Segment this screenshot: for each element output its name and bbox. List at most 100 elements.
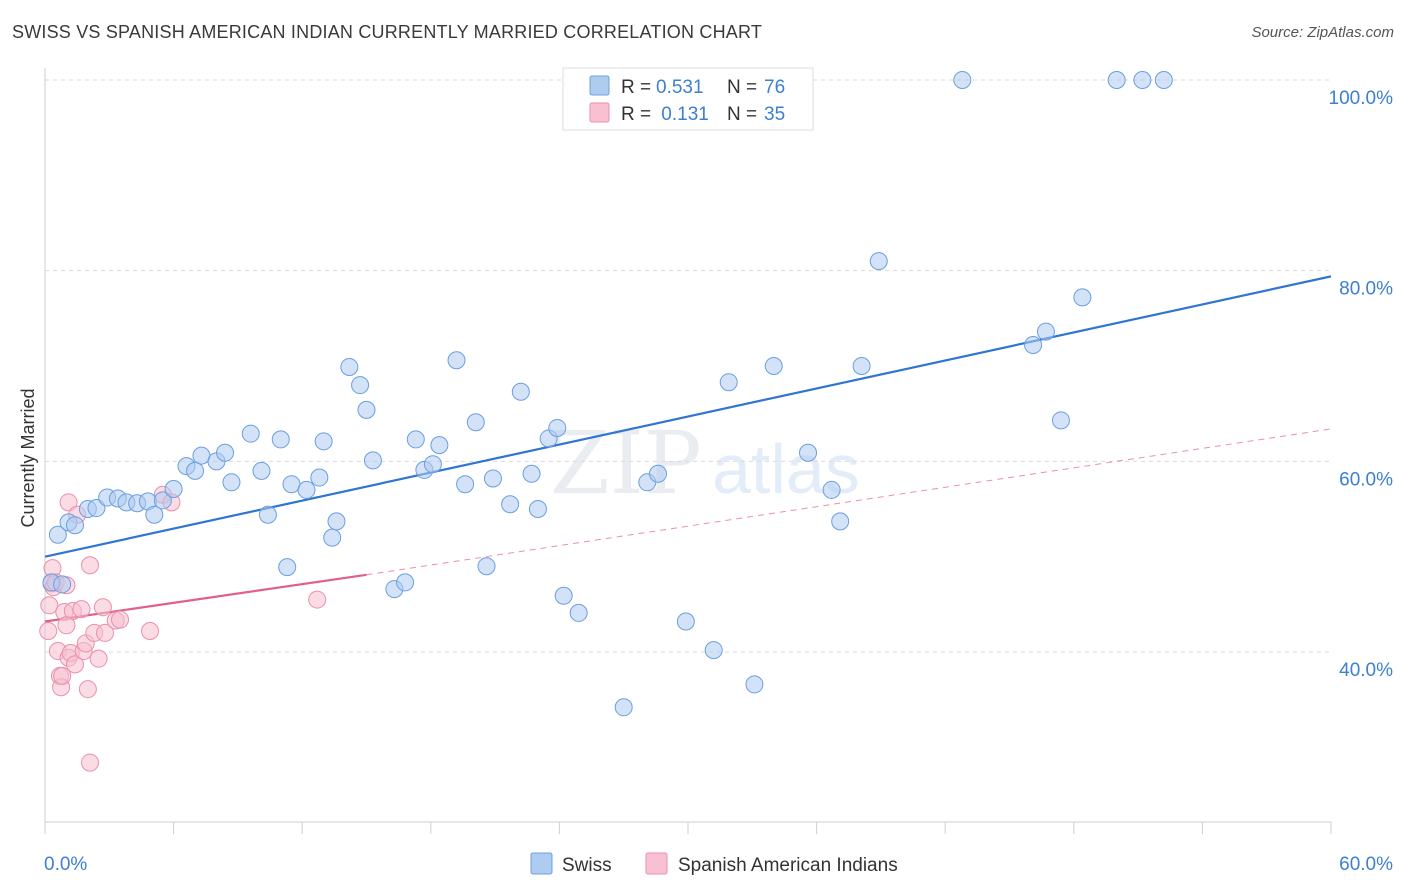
legend-n-label-swiss: N = bbox=[727, 77, 757, 98]
swiss-point bbox=[831, 512, 850, 531]
sai-point bbox=[57, 616, 76, 635]
y-tick-label-80: 80.0% bbox=[1339, 279, 1393, 300]
swiss-point bbox=[48, 525, 67, 544]
swiss-point bbox=[614, 698, 633, 717]
legend-r-value-sai: 0.131 bbox=[656, 104, 709, 125]
swiss-point bbox=[66, 516, 85, 535]
swiss-point bbox=[1133, 71, 1152, 89]
swiss-point bbox=[822, 480, 841, 499]
swiss-point bbox=[164, 479, 183, 498]
swiss-point bbox=[145, 505, 164, 524]
bottom-legend-swatch-swiss bbox=[530, 852, 553, 875]
swiss-point bbox=[406, 430, 425, 449]
sai-point bbox=[53, 666, 72, 685]
swiss-point bbox=[852, 357, 871, 375]
chart-title: SWISS VS SPANISH AMERICAN INDIAN CURRENT… bbox=[12, 22, 763, 42]
sai-point bbox=[40, 596, 59, 615]
swiss-point bbox=[192, 446, 211, 465]
swiss-point bbox=[357, 400, 376, 419]
swiss-point bbox=[153, 491, 172, 510]
swiss-point bbox=[719, 373, 738, 392]
swiss-point bbox=[258, 505, 277, 524]
swiss-point bbox=[216, 443, 235, 462]
y-tick-label-40: 40.0% bbox=[1339, 660, 1393, 681]
grid-lines bbox=[45, 79, 1331, 653]
sai-point bbox=[78, 680, 97, 699]
y-tick-label-100: 100.0% bbox=[1329, 88, 1394, 109]
swiss-point bbox=[310, 468, 329, 487]
swiss-point bbox=[340, 357, 359, 376]
swiss-point bbox=[323, 528, 342, 547]
bottom-legend-swatch-sai bbox=[645, 852, 668, 875]
axes bbox=[44, 68, 1332, 834]
swiss-point bbox=[271, 430, 290, 449]
swiss-point bbox=[396, 573, 415, 592]
swiss-point bbox=[548, 418, 567, 437]
swiss-point bbox=[327, 512, 346, 531]
x-tick-label-max: 60.0% bbox=[1339, 854, 1393, 875]
swiss-point bbox=[477, 557, 496, 576]
legend: R = 0.531 N = 76 R = 0.131 N = 35 bbox=[562, 67, 814, 131]
swiss-point bbox=[466, 413, 485, 432]
y-tick-label-60: 60.0% bbox=[1339, 469, 1393, 490]
bottom-legend-swiss: Swiss bbox=[562, 855, 612, 876]
swiss-point bbox=[745, 675, 764, 694]
swiss-point bbox=[869, 252, 888, 271]
trend-line-sai-extended bbox=[366, 428, 1332, 576]
legend-n-value-swiss: 76 bbox=[764, 77, 785, 98]
sai-point bbox=[72, 600, 91, 619]
legend-swatch-swiss bbox=[589, 75, 610, 96]
swiss-point bbox=[1107, 71, 1126, 89]
swiss-point bbox=[522, 464, 541, 483]
swiss-point bbox=[430, 436, 449, 455]
legend-n-value-sai: 35 bbox=[764, 104, 785, 125]
swiss-point bbox=[241, 424, 260, 443]
legend-r-label-swiss: R = bbox=[621, 77, 651, 98]
swiss-point bbox=[511, 382, 530, 401]
swiss-point bbox=[297, 480, 316, 499]
swiss-point bbox=[1036, 322, 1055, 341]
swiss-point bbox=[953, 71, 972, 89]
swiss-point bbox=[1073, 288, 1092, 307]
sai-point bbox=[89, 649, 108, 668]
chart-source: Source: ZipAtlas.com bbox=[1251, 24, 1394, 41]
legend-swatch-sai bbox=[589, 102, 610, 123]
swiss-point bbox=[363, 451, 382, 470]
trend-line-swiss bbox=[44, 275, 1332, 558]
swiss-point bbox=[528, 500, 547, 518]
legend-r-label-sai: R = bbox=[621, 104, 651, 125]
swiss-point bbox=[53, 575, 72, 594]
swiss-point bbox=[351, 376, 370, 395]
swiss-point bbox=[648, 464, 667, 483]
sai-point bbox=[59, 493, 78, 512]
sai-point bbox=[141, 622, 160, 641]
legend-r-value-swiss: 0.531 bbox=[656, 77, 704, 98]
sai-point bbox=[111, 610, 130, 629]
swiss-point bbox=[1154, 71, 1173, 89]
sai-point bbox=[66, 655, 85, 674]
bottom-legend-sai: Spanish American Indians bbox=[678, 855, 898, 876]
legend-n-label-sai: N = bbox=[727, 104, 757, 125]
swiss-point bbox=[423, 455, 442, 474]
sai-point bbox=[96, 623, 115, 642]
sai-point bbox=[81, 753, 100, 772]
series-swiss bbox=[42, 71, 1173, 717]
sai-point bbox=[93, 598, 112, 617]
swiss-point bbox=[252, 461, 271, 480]
y-axis-label: Currently Married bbox=[18, 388, 38, 527]
swiss-point bbox=[278, 558, 297, 577]
swiss-point bbox=[1024, 336, 1043, 355]
swiss-point bbox=[314, 432, 333, 451]
watermark: ZIP atlas bbox=[550, 414, 860, 514]
swiss-point bbox=[764, 357, 783, 375]
sai-point bbox=[308, 590, 327, 609]
swiss-point bbox=[676, 612, 695, 631]
y-tick-labels: 40.0% 60.0% 80.0% 100.0% bbox=[1329, 88, 1394, 681]
bottom-legend: Swiss Spanish American Indians bbox=[530, 852, 898, 876]
swiss-point bbox=[569, 603, 588, 622]
swiss-point bbox=[186, 461, 205, 480]
swiss-point bbox=[222, 473, 241, 492]
swiss-point bbox=[1051, 411, 1070, 430]
swiss-point bbox=[456, 475, 475, 494]
